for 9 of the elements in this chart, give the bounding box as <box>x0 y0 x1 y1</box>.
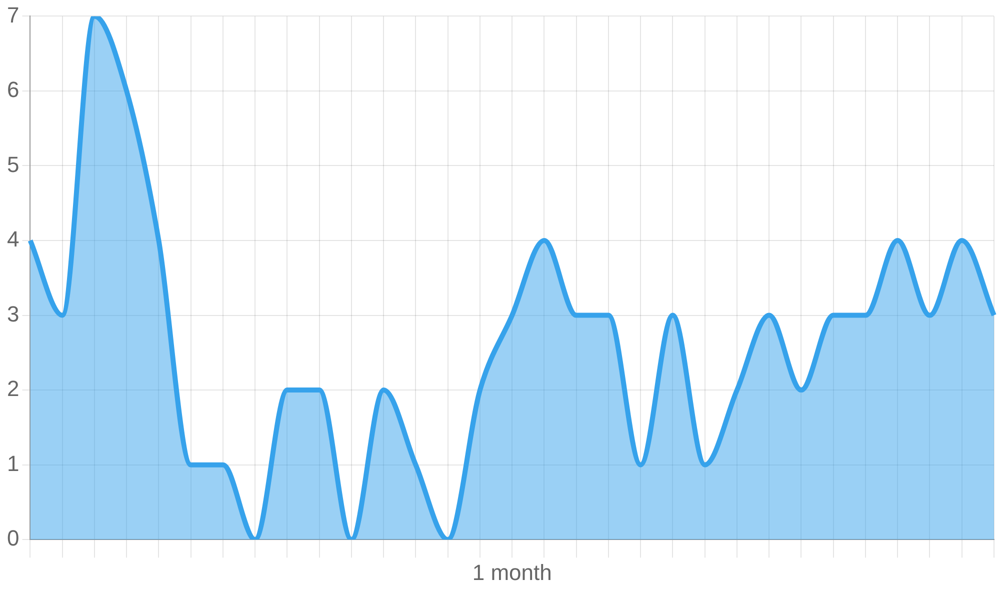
y-tick-label: 2 <box>6 376 20 402</box>
y-tick-label: 7 <box>6 2 20 28</box>
y-tick-label: 5 <box>6 152 20 177</box>
y-tick-label: 3 <box>6 301 20 326</box>
y-tick-label: 6 <box>6 77 20 102</box>
y-tick-label: 1 <box>6 450 20 476</box>
y-tick-label: 0 <box>6 526 20 551</box>
y-tick-label: 4 <box>6 226 20 252</box>
x-tick-label: 1 month <box>472 560 552 585</box>
